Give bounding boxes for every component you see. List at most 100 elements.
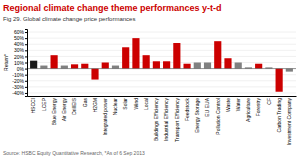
x-tick: DrillEIS xyxy=(71,96,77,115)
x-tick: Gas xyxy=(82,96,88,107)
y-tick-mark xyxy=(25,63,27,64)
bar xyxy=(286,69,293,72)
bar xyxy=(235,63,242,69)
x-tick: Waste xyxy=(225,96,231,112)
bar xyxy=(132,38,139,68)
x-tick-label: Wind xyxy=(133,98,139,110)
grid-line xyxy=(27,74,296,75)
y-tick: -20% xyxy=(12,78,27,84)
x-tick-label: Feedstock xyxy=(184,98,190,122)
bar xyxy=(163,61,170,68)
y-tick-mark xyxy=(25,38,27,39)
x-tick-label: Carbon Trading xyxy=(276,98,282,133)
zero-line xyxy=(27,68,296,69)
x-tick-label: EU EUA xyxy=(204,97,210,116)
y-tick-mark xyxy=(25,50,27,51)
y-tick: -40% xyxy=(12,90,27,96)
y-tick-label: 20% xyxy=(14,54,25,60)
x-tick: Solar xyxy=(122,96,128,110)
x-tick: Energy Storage xyxy=(194,96,200,133)
bar xyxy=(112,66,119,69)
bar xyxy=(143,55,150,68)
x-tick-label: Waste xyxy=(225,98,231,112)
y-tick-mark xyxy=(25,87,27,88)
y-axis-title: Return* xyxy=(3,54,9,71)
bar xyxy=(40,66,47,69)
grid-line xyxy=(27,62,296,63)
y-tick-mark xyxy=(25,44,27,45)
x-tick: Transport Efficiency xyxy=(174,96,180,142)
x-tick-label: LCEP xyxy=(41,97,47,111)
bar xyxy=(255,64,262,69)
x-tick: Water xyxy=(235,96,241,111)
x-tick: Carbon Trading xyxy=(276,96,282,132)
x-axis: HSCCI LCEP Blue Energy Air Energy DrillEIS Ga… xyxy=(28,96,297,145)
bar xyxy=(204,63,211,69)
grid-line xyxy=(27,32,296,33)
y-tick: -10% xyxy=(12,72,27,78)
x-tick-label: Air Energy xyxy=(61,98,67,122)
x-tick: Agriculture xyxy=(245,96,251,122)
bar xyxy=(81,64,88,69)
grid xyxy=(27,32,296,93)
bar xyxy=(61,66,68,69)
x-tick: Nuclear xyxy=(112,96,118,115)
y-tick-mark xyxy=(25,56,27,57)
x-tick-label: Agriculture xyxy=(245,98,251,122)
source: Source: HSBC Equity Quantitative Researc… xyxy=(3,150,145,156)
bar xyxy=(122,47,129,68)
grid-line xyxy=(27,56,296,57)
x-tick: Industrial Efficiency xyxy=(163,96,169,141)
y-tick-mark xyxy=(25,93,27,94)
x-tick-label: Blue Energy xyxy=(51,98,57,126)
grid-line xyxy=(27,44,296,45)
x-tick-label: Buildings Efficiency xyxy=(153,98,159,141)
bar xyxy=(173,43,180,69)
bar xyxy=(153,61,160,68)
x-tick-label: CF xyxy=(266,98,272,105)
title: Regional climate change theme performanc… xyxy=(3,3,222,13)
x-tick-label: Forestry xyxy=(255,98,261,117)
y-tick-label: 40% xyxy=(14,41,25,47)
y-tick-mark xyxy=(25,32,27,33)
grid-line xyxy=(27,86,296,87)
y-tick-label: -30% xyxy=(12,84,24,90)
subtitle: Fig 29. Global climate change price perf… xyxy=(3,16,135,22)
y-tick-label: 50% xyxy=(14,35,25,41)
y-tick: 0% xyxy=(17,66,27,72)
x-tick-label: H2GM xyxy=(92,98,98,112)
x-tick: Investment Company xyxy=(286,96,292,145)
bar xyxy=(214,41,221,68)
bar xyxy=(102,63,109,69)
y-tick-label: 30% xyxy=(14,47,25,53)
x-tick: Feedstock xyxy=(184,96,190,121)
y-tick: 20% xyxy=(14,54,27,60)
grid-line xyxy=(27,50,296,51)
x-tick-label: Energy Storage xyxy=(194,98,200,133)
bar xyxy=(224,58,231,68)
y-tick-label: -40% xyxy=(12,90,24,96)
y-tick-mark xyxy=(25,69,27,70)
bar xyxy=(183,64,190,69)
y-tick: 60% xyxy=(14,29,27,35)
x-tick-label: DrillEIS xyxy=(71,97,77,114)
bars xyxy=(30,38,293,92)
y-tick-mark xyxy=(25,75,27,76)
x-tick: Blue Energy xyxy=(51,96,57,125)
y-tick: 40% xyxy=(14,41,27,47)
y-tick-mark xyxy=(25,81,27,82)
x-tick: Integrated power xyxy=(102,96,108,136)
x-tick-label: Gas xyxy=(82,98,88,108)
x-tick-label: HSCCI xyxy=(30,98,36,114)
x-tick: Wind xyxy=(133,96,139,109)
x-tick-label: Nuclear xyxy=(112,98,118,116)
x-tick: Buildings Efficiency xyxy=(153,96,159,141)
x-tick-label: Integrated power xyxy=(102,98,108,136)
x-tick: Local xyxy=(143,96,149,110)
x-tick-label: Industrial Efficiency xyxy=(163,98,169,141)
x-axis-line xyxy=(28,96,297,97)
y-tick: 30% xyxy=(14,47,27,53)
y-tick: -30% xyxy=(12,84,27,90)
x-tick: H2GM xyxy=(92,96,98,112)
x-tick: Pollution Control xyxy=(215,96,221,135)
